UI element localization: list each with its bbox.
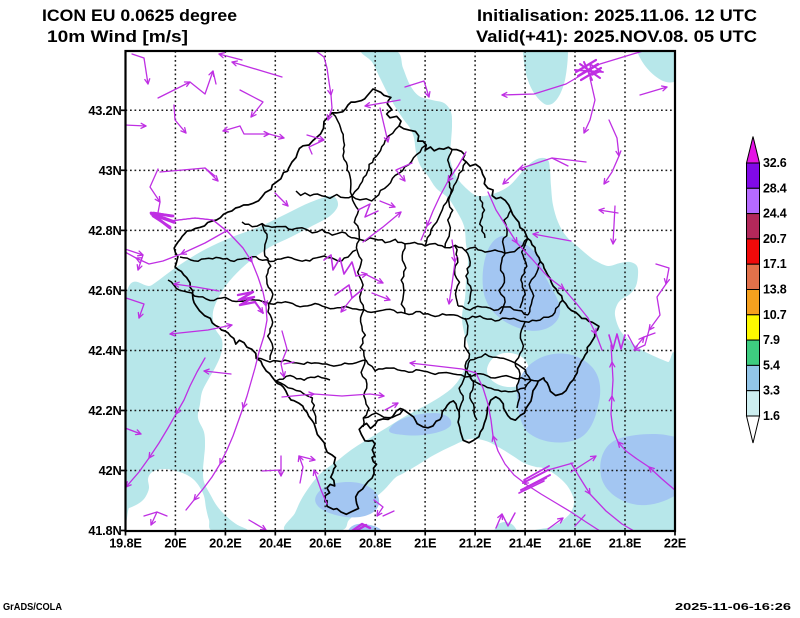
- svg-text:21.2E: 21.2E: [459, 536, 492, 551]
- svg-text:21.6E: 21.6E: [559, 536, 592, 551]
- svg-text:20.2E: 20.2E: [209, 536, 242, 551]
- svg-text:Initialisation: 2025.11.06. 12: Initialisation: 2025.11.06. 12 UTC: [477, 7, 757, 25]
- svg-text:7.9: 7.9: [763, 333, 780, 347]
- svg-text:1.6: 1.6: [763, 409, 780, 423]
- svg-text:3.3: 3.3: [763, 384, 780, 398]
- svg-text:20.8E: 20.8E: [359, 536, 392, 551]
- svg-text:42.4N: 42.4N: [88, 343, 121, 358]
- svg-text:19.8E: 19.8E: [109, 536, 142, 551]
- svg-text:21E: 21E: [414, 536, 437, 551]
- svg-text:43N: 43N: [99, 163, 122, 178]
- svg-text:42.6N: 42.6N: [88, 283, 121, 298]
- svg-text:24.4: 24.4: [763, 207, 787, 221]
- svg-text:20.4E: 20.4E: [259, 536, 292, 551]
- svg-text:43.2N: 43.2N: [88, 103, 121, 118]
- svg-text:21.8E: 21.8E: [609, 536, 642, 551]
- svg-text:32.6: 32.6: [763, 156, 787, 170]
- svg-text:41.8N: 41.8N: [88, 523, 121, 538]
- svg-text:42N: 42N: [99, 463, 122, 478]
- svg-text:17.1: 17.1: [763, 257, 787, 271]
- svg-text:13.8: 13.8: [763, 283, 787, 297]
- svg-text:ICON EU 0.0625 degree: ICON EU 0.0625 degree: [42, 7, 237, 25]
- svg-text:10.7: 10.7: [763, 308, 787, 322]
- svg-text:28.4: 28.4: [763, 181, 787, 195]
- svg-text:5.4: 5.4: [763, 358, 780, 372]
- svg-text:Valid(+41): 2025.NOV.08. 05 UT: Valid(+41): 2025.NOV.08. 05 UTC: [476, 28, 757, 46]
- svg-text:GrADS/COLA: GrADS/COLA: [3, 602, 62, 613]
- svg-text:10m Wind [m/s]: 10m Wind [m/s]: [47, 28, 188, 46]
- svg-text:42.8N: 42.8N: [88, 223, 121, 238]
- svg-text:20.6E: 20.6E: [309, 536, 342, 551]
- svg-text:20.7: 20.7: [763, 232, 787, 246]
- svg-text:20E: 20E: [164, 536, 187, 551]
- svg-text:21.4E: 21.4E: [509, 536, 542, 551]
- svg-text:2025-11-06-16:26: 2025-11-06-16:26: [675, 602, 792, 613]
- svg-text:42.2N: 42.2N: [88, 403, 121, 418]
- svg-text:22E: 22E: [664, 536, 687, 551]
